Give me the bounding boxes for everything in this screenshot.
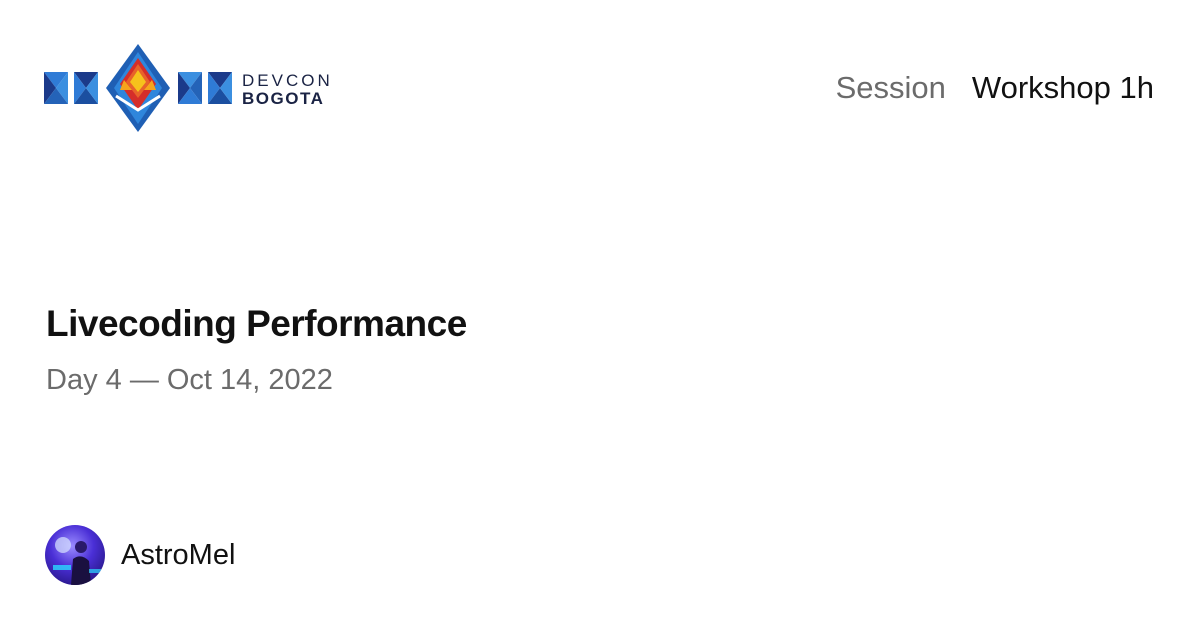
speaker: AstroMel <box>45 525 235 585</box>
logo-line-bogota: BOGOTA <box>242 88 325 108</box>
devcon-logo: DEVCON BOGOTA <box>44 44 333 132</box>
speaker-avatar <box>45 525 105 585</box>
session-title: Livecoding Performance <box>46 303 467 344</box>
devcon-emblem-icon <box>44 44 232 132</box>
session-type-label: Session <box>835 70 946 105</box>
avatar-image-icon <box>45 525 105 585</box>
session-meta: Session Workshop 1h <box>836 72 1154 103</box>
logo-line-devcon: DEVCON <box>242 70 333 90</box>
logo-wordmark: DEVCON BOGOTA <box>242 72 333 107</box>
speaker-name: AstroMel <box>121 538 236 571</box>
session-date: Day 4 — Oct 14, 2022 <box>46 364 333 396</box>
session-duration-label: Workshop 1h <box>971 70 1154 105</box>
